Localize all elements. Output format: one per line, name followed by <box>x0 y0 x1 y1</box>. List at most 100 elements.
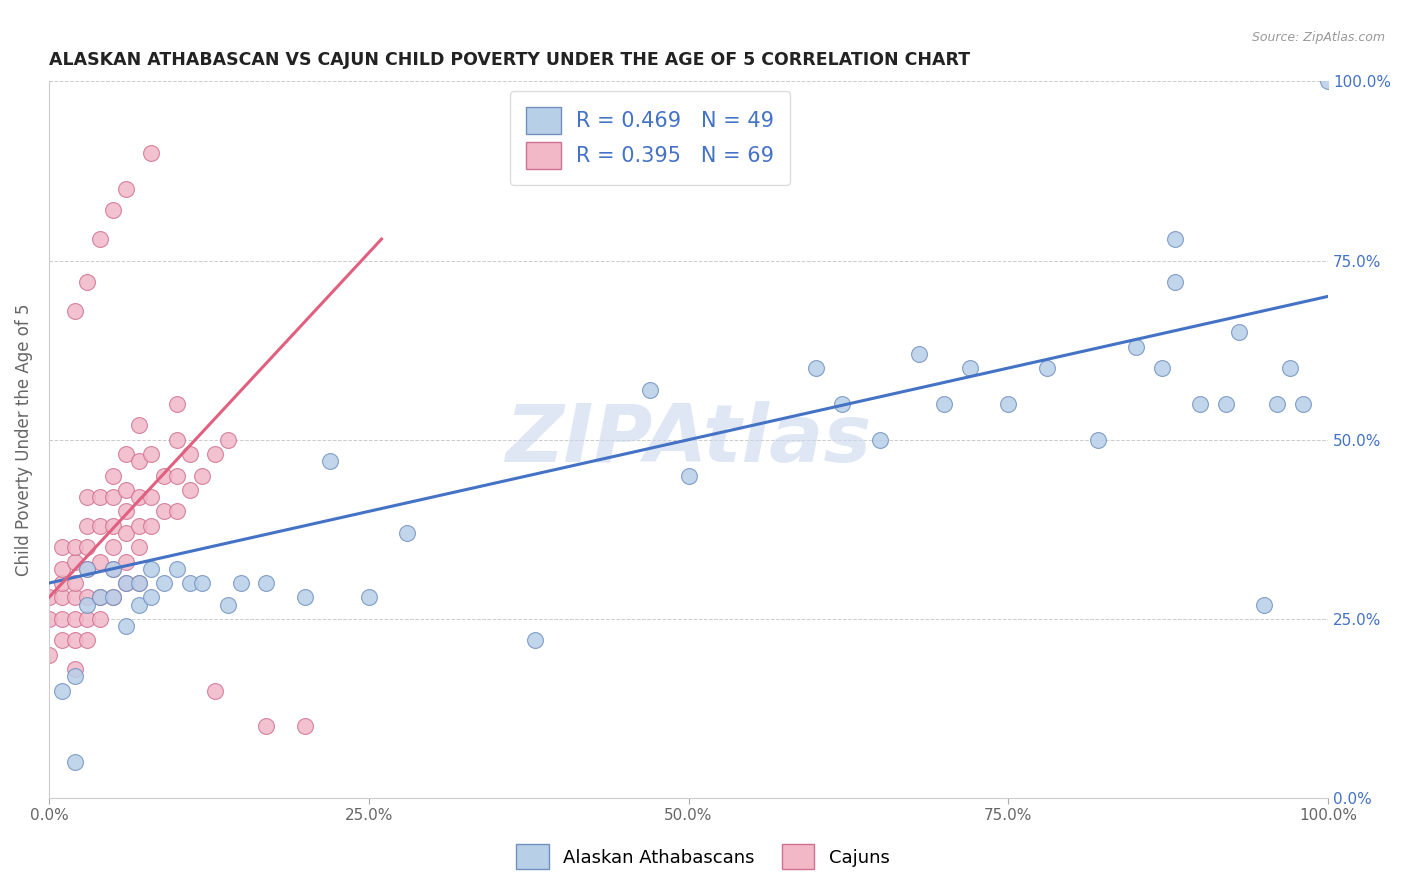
Point <box>51 562 73 576</box>
Point <box>831 397 853 411</box>
Point <box>166 504 188 518</box>
Point <box>114 447 136 461</box>
Point <box>128 540 150 554</box>
Point <box>51 612 73 626</box>
Point <box>1278 361 1301 376</box>
Point <box>38 591 60 605</box>
Point <box>1317 74 1340 88</box>
Point <box>191 576 214 591</box>
Point <box>959 361 981 376</box>
Point <box>89 518 111 533</box>
Point <box>294 591 316 605</box>
Point <box>101 591 124 605</box>
Point <box>128 576 150 591</box>
Point <box>934 397 956 411</box>
Point <box>166 397 188 411</box>
Point <box>76 598 98 612</box>
Point <box>1163 232 1185 246</box>
Point <box>101 562 124 576</box>
Point <box>128 518 150 533</box>
Point <box>114 619 136 633</box>
Point <box>114 504 136 518</box>
Point <box>101 203 124 218</box>
Point <box>191 468 214 483</box>
Point <box>1150 361 1173 376</box>
Point <box>89 612 111 626</box>
Point <box>141 490 163 504</box>
Point <box>357 591 380 605</box>
Point <box>217 598 239 612</box>
Point <box>51 633 73 648</box>
Point <box>76 540 98 554</box>
Point <box>101 591 124 605</box>
Point <box>141 562 163 576</box>
Text: Source: ZipAtlas.com: Source: ZipAtlas.com <box>1251 31 1385 45</box>
Point <box>179 483 201 497</box>
Point <box>89 591 111 605</box>
Point <box>141 518 163 533</box>
Point <box>254 719 277 733</box>
Point <box>101 562 124 576</box>
Point <box>1265 397 1288 411</box>
Point <box>1227 325 1250 339</box>
Point <box>101 518 124 533</box>
Point <box>89 591 111 605</box>
Point <box>153 504 176 518</box>
Point <box>76 562 98 576</box>
Point <box>76 490 98 504</box>
Point <box>1253 598 1275 612</box>
Point <box>76 612 98 626</box>
Legend: R = 0.469   N = 49, R = 0.395   N = 69: R = 0.469 N = 49, R = 0.395 N = 69 <box>510 91 790 185</box>
Point <box>76 562 98 576</box>
Point <box>869 433 891 447</box>
Point <box>179 447 201 461</box>
Point <box>63 303 86 318</box>
Point <box>153 576 176 591</box>
Point <box>141 591 163 605</box>
Point <box>63 540 86 554</box>
Point <box>229 576 252 591</box>
Point <box>204 683 226 698</box>
Point <box>51 540 73 554</box>
Point <box>51 576 73 591</box>
Text: ALASKAN ATHABASCAN VS CAJUN CHILD POVERTY UNDER THE AGE OF 5 CORRELATION CHART: ALASKAN ATHABASCAN VS CAJUN CHILD POVERT… <box>49 51 970 69</box>
Point <box>63 576 86 591</box>
Point <box>38 648 60 662</box>
Point <box>1163 275 1185 289</box>
Y-axis label: Child Poverty Under the Age of 5: Child Poverty Under the Age of 5 <box>15 303 32 576</box>
Point <box>678 468 700 483</box>
Point <box>524 633 547 648</box>
Point <box>101 490 124 504</box>
Point <box>204 447 226 461</box>
Point <box>76 633 98 648</box>
Point <box>997 397 1019 411</box>
Point <box>319 454 342 468</box>
Point <box>254 576 277 591</box>
Point <box>76 275 98 289</box>
Point <box>1189 397 1212 411</box>
Point <box>141 447 163 461</box>
Point <box>217 433 239 447</box>
Point <box>128 598 150 612</box>
Point <box>89 232 111 246</box>
Point <box>128 454 150 468</box>
Text: ZIPAtlas: ZIPAtlas <box>505 401 872 479</box>
Point <box>63 612 86 626</box>
Point <box>1215 397 1237 411</box>
Point <box>638 383 661 397</box>
Point <box>63 633 86 648</box>
Point <box>166 433 188 447</box>
Point <box>89 555 111 569</box>
Point <box>76 591 98 605</box>
Point <box>294 719 316 733</box>
Point <box>114 555 136 569</box>
Point <box>141 146 163 161</box>
Point <box>1087 433 1109 447</box>
Point <box>179 576 201 591</box>
Point <box>1291 397 1313 411</box>
Point <box>51 591 73 605</box>
Point <box>89 490 111 504</box>
Point <box>1125 339 1147 353</box>
Point <box>101 540 124 554</box>
Point <box>63 669 86 683</box>
